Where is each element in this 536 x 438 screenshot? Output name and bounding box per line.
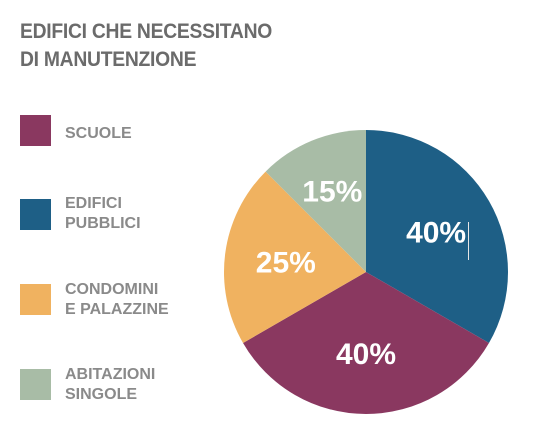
- legend-label-abitazioni-line-2: SINGOLE: [65, 386, 138, 403]
- legend-label-abitazioni: ABITAZIONI SINGOLE: [65, 365, 155, 405]
- pie-slice-scuole: [243, 272, 489, 415]
- legend-label-condomini-line-2: E PALAZZINE: [65, 301, 169, 318]
- legend-label-condomini-line-1: CONDOMINI: [65, 281, 159, 298]
- legend-label-condomini: CONDOMINI E PALAZZINE: [65, 280, 169, 320]
- pie-label-scuole: 40%: [336, 338, 396, 371]
- pie-label-abitazioni: 15%: [302, 176, 362, 209]
- legend-label-scuole-line-1: SCUOLE: [65, 125, 132, 142]
- pie-label-edifici-pubblici: 40%: [406, 217, 466, 250]
- pie-label-condomini: 25%: [256, 246, 316, 279]
- pie-labels: 40% 40% 25% 15%: [256, 176, 466, 371]
- pie-slice-edifici-pubblici: [366, 130, 509, 343]
- chart-title: EDIFICI CHE NECESSITANO DI MANUTENZIONE: [20, 18, 272, 74]
- pie-slice-condomini: [223, 171, 366, 343]
- text-cursor: [468, 222, 469, 260]
- legend-label-edifici-pubblici: EDIFICI PUBBLICI: [65, 194, 141, 234]
- chart-title-line-1: EDIFICI CHE NECESSITANO: [20, 20, 272, 43]
- legend-swatch-condomini: [20, 284, 51, 315]
- legend-label-abitazioni-line-1: ABITAZIONI: [65, 366, 156, 383]
- pie-slices: [223, 130, 509, 415]
- legend-label-edifici-pubblici-line-1: EDIFICI: [65, 195, 122, 212]
- legend-label-edifici-pubblici-line-2: PUBBLICI: [65, 215, 141, 232]
- legend-label-scuole: SCUOLE: [65, 124, 132, 144]
- legend-swatch-abitazioni: [20, 369, 51, 400]
- legend-swatch-edifici-pubblici: [20, 199, 51, 230]
- legend-swatch-scuole: [20, 115, 51, 146]
- pie-slice-abitazioni: [265, 130, 366, 272]
- chart-title-line-2: DI MANUTENZIONE: [20, 48, 197, 71]
